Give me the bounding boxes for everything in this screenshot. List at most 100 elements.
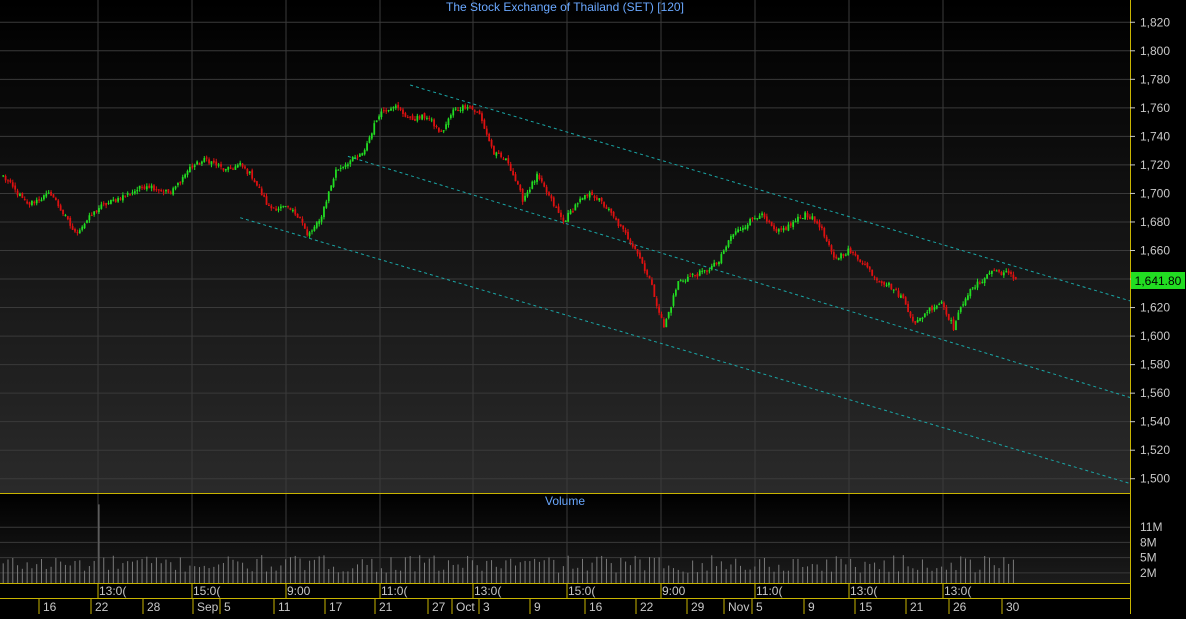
candle[interactable]: [545, 184, 548, 196]
candle[interactable]: [696, 272, 699, 280]
candle[interactable]: [409, 115, 412, 120]
candle[interactable]: [988, 270, 991, 275]
candle[interactable]: [665, 318, 668, 328]
candle[interactable]: [42, 194, 45, 201]
candle[interactable]: [655, 296, 658, 309]
candle[interactable]: [737, 226, 740, 233]
candle[interactable]: [308, 231, 311, 239]
candle[interactable]: [253, 178, 256, 183]
candle[interactable]: [543, 181, 546, 188]
candle[interactable]: [232, 167, 234, 171]
candle[interactable]: [538, 173, 541, 181]
candle[interactable]: [325, 199, 328, 209]
candle[interactable]: [878, 280, 881, 283]
candle[interactable]: [181, 174, 184, 185]
candle[interactable]: [62, 209, 64, 217]
candlestick-series[interactable]: [2, 101, 1017, 332]
candle[interactable]: [414, 116, 416, 122]
candle[interactable]: [256, 180, 258, 187]
candle[interactable]: [483, 118, 486, 130]
candle[interactable]: [562, 214, 565, 225]
candle[interactable]: [629, 237, 632, 246]
candle[interactable]: [47, 190, 50, 195]
candle[interactable]: [268, 202, 270, 207]
candle[interactable]: [222, 168, 225, 172]
candle[interactable]: [485, 125, 488, 137]
candle[interactable]: [952, 316, 955, 332]
candle[interactable]: [981, 279, 984, 284]
candle[interactable]: [610, 208, 613, 216]
candle[interactable]: [595, 195, 598, 201]
candle[interactable]: [418, 114, 421, 121]
candle[interactable]: [311, 229, 313, 235]
candle[interactable]: [447, 117, 450, 128]
candle[interactable]: [330, 184, 333, 192]
candle[interactable]: [957, 310, 960, 321]
candle[interactable]: [533, 179, 536, 185]
candle[interactable]: [653, 284, 656, 298]
candle[interactable]: [641, 256, 644, 264]
candle[interactable]: [112, 196, 115, 202]
candle[interactable]: [564, 219, 567, 223]
candle[interactable]: [236, 163, 239, 169]
candle[interactable]: [567, 209, 570, 223]
candle[interactable]: [129, 193, 131, 196]
candle[interactable]: [289, 207, 292, 211]
candle[interactable]: [907, 301, 909, 313]
candle[interactable]: [153, 184, 155, 192]
candle[interactable]: [95, 210, 98, 214]
candle[interactable]: [406, 115, 409, 119]
candle[interactable]: [284, 205, 287, 208]
candle[interactable]: [990, 270, 993, 277]
candle[interactable]: [919, 317, 921, 322]
candle[interactable]: [69, 216, 72, 229]
candle[interactable]: [313, 225, 316, 232]
candle[interactable]: [148, 183, 151, 189]
candle[interactable]: [392, 106, 395, 112]
candle[interactable]: [430, 117, 433, 123]
candle[interactable]: [581, 197, 584, 201]
candle[interactable]: [378, 114, 380, 121]
candle[interactable]: [193, 163, 196, 170]
candle[interactable]: [816, 219, 819, 225]
candle[interactable]: [959, 306, 962, 314]
candle[interactable]: [572, 208, 574, 214]
candle[interactable]: [751, 217, 754, 222]
candle[interactable]: [873, 275, 876, 281]
candle[interactable]: [500, 151, 503, 159]
candle[interactable]: [684, 279, 687, 284]
candle[interactable]: [1012, 271, 1015, 281]
candle[interactable]: [686, 274, 689, 282]
candle[interactable]: [945, 304, 948, 317]
candle[interactable]: [198, 162, 201, 166]
candle[interactable]: [792, 219, 795, 230]
candle[interactable]: [375, 120, 378, 123]
candle[interactable]: [481, 111, 483, 124]
candle[interactable]: [368, 135, 371, 144]
candle[interactable]: [476, 111, 479, 113]
candle[interactable]: [710, 263, 713, 271]
candle[interactable]: [947, 313, 950, 321]
candle[interactable]: [66, 215, 69, 221]
candle[interactable]: [131, 189, 134, 196]
candle[interactable]: [622, 225, 625, 233]
candle[interactable]: [806, 210, 809, 221]
candle[interactable]: [938, 302, 941, 306]
candle[interactable]: [698, 269, 701, 277]
candle[interactable]: [59, 203, 62, 211]
candle[interactable]: [933, 304, 936, 312]
candle[interactable]: [756, 218, 759, 221]
candle[interactable]: [299, 216, 301, 219]
candle[interactable]: [258, 184, 261, 189]
candle[interactable]: [93, 211, 96, 217]
candle[interactable]: [399, 106, 402, 112]
candle[interactable]: [892, 289, 895, 294]
candle[interactable]: [138, 185, 141, 192]
candle[interactable]: [809, 214, 811, 220]
candle[interactable]: [588, 190, 591, 201]
candle[interactable]: [390, 106, 392, 111]
candle[interactable]: [81, 225, 84, 232]
candle[interactable]: [155, 186, 158, 192]
candle[interactable]: [121, 192, 124, 203]
candle[interactable]: [505, 158, 507, 161]
